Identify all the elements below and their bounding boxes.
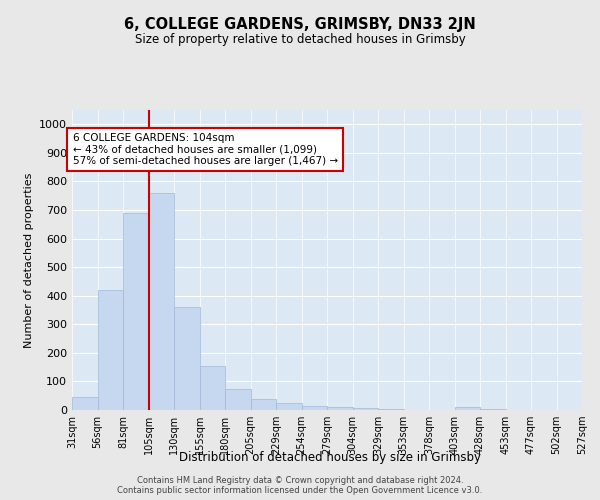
Bar <box>174 307 199 410</box>
Bar <box>149 193 174 410</box>
Bar <box>123 213 149 410</box>
Text: Contains HM Land Registry data © Crown copyright and database right 2024.
Contai: Contains HM Land Registry data © Crown c… <box>118 476 482 495</box>
Text: Distribution of detached houses by size in Grimsby: Distribution of detached houses by size … <box>179 451 481 464</box>
Bar <box>199 366 225 410</box>
Bar <box>480 408 505 410</box>
Bar <box>455 407 480 410</box>
Y-axis label: Number of detached properties: Number of detached properties <box>23 172 34 348</box>
Text: 6, COLLEGE GARDENS, GRIMSBY, DN33 2JN: 6, COLLEGE GARDENS, GRIMSBY, DN33 2JN <box>124 18 476 32</box>
Bar <box>225 388 251 410</box>
Bar <box>97 290 123 410</box>
Bar <box>251 400 276 410</box>
Bar <box>276 403 302 410</box>
Text: 6 COLLEGE GARDENS: 104sqm
← 43% of detached houses are smaller (1,099)
57% of se: 6 COLLEGE GARDENS: 104sqm ← 43% of detac… <box>73 133 338 166</box>
Bar <box>72 396 97 410</box>
Bar <box>327 407 353 410</box>
Bar <box>378 408 404 410</box>
Bar <box>302 406 327 410</box>
Bar <box>353 408 378 410</box>
Text: Size of property relative to detached houses in Grimsby: Size of property relative to detached ho… <box>134 32 466 46</box>
